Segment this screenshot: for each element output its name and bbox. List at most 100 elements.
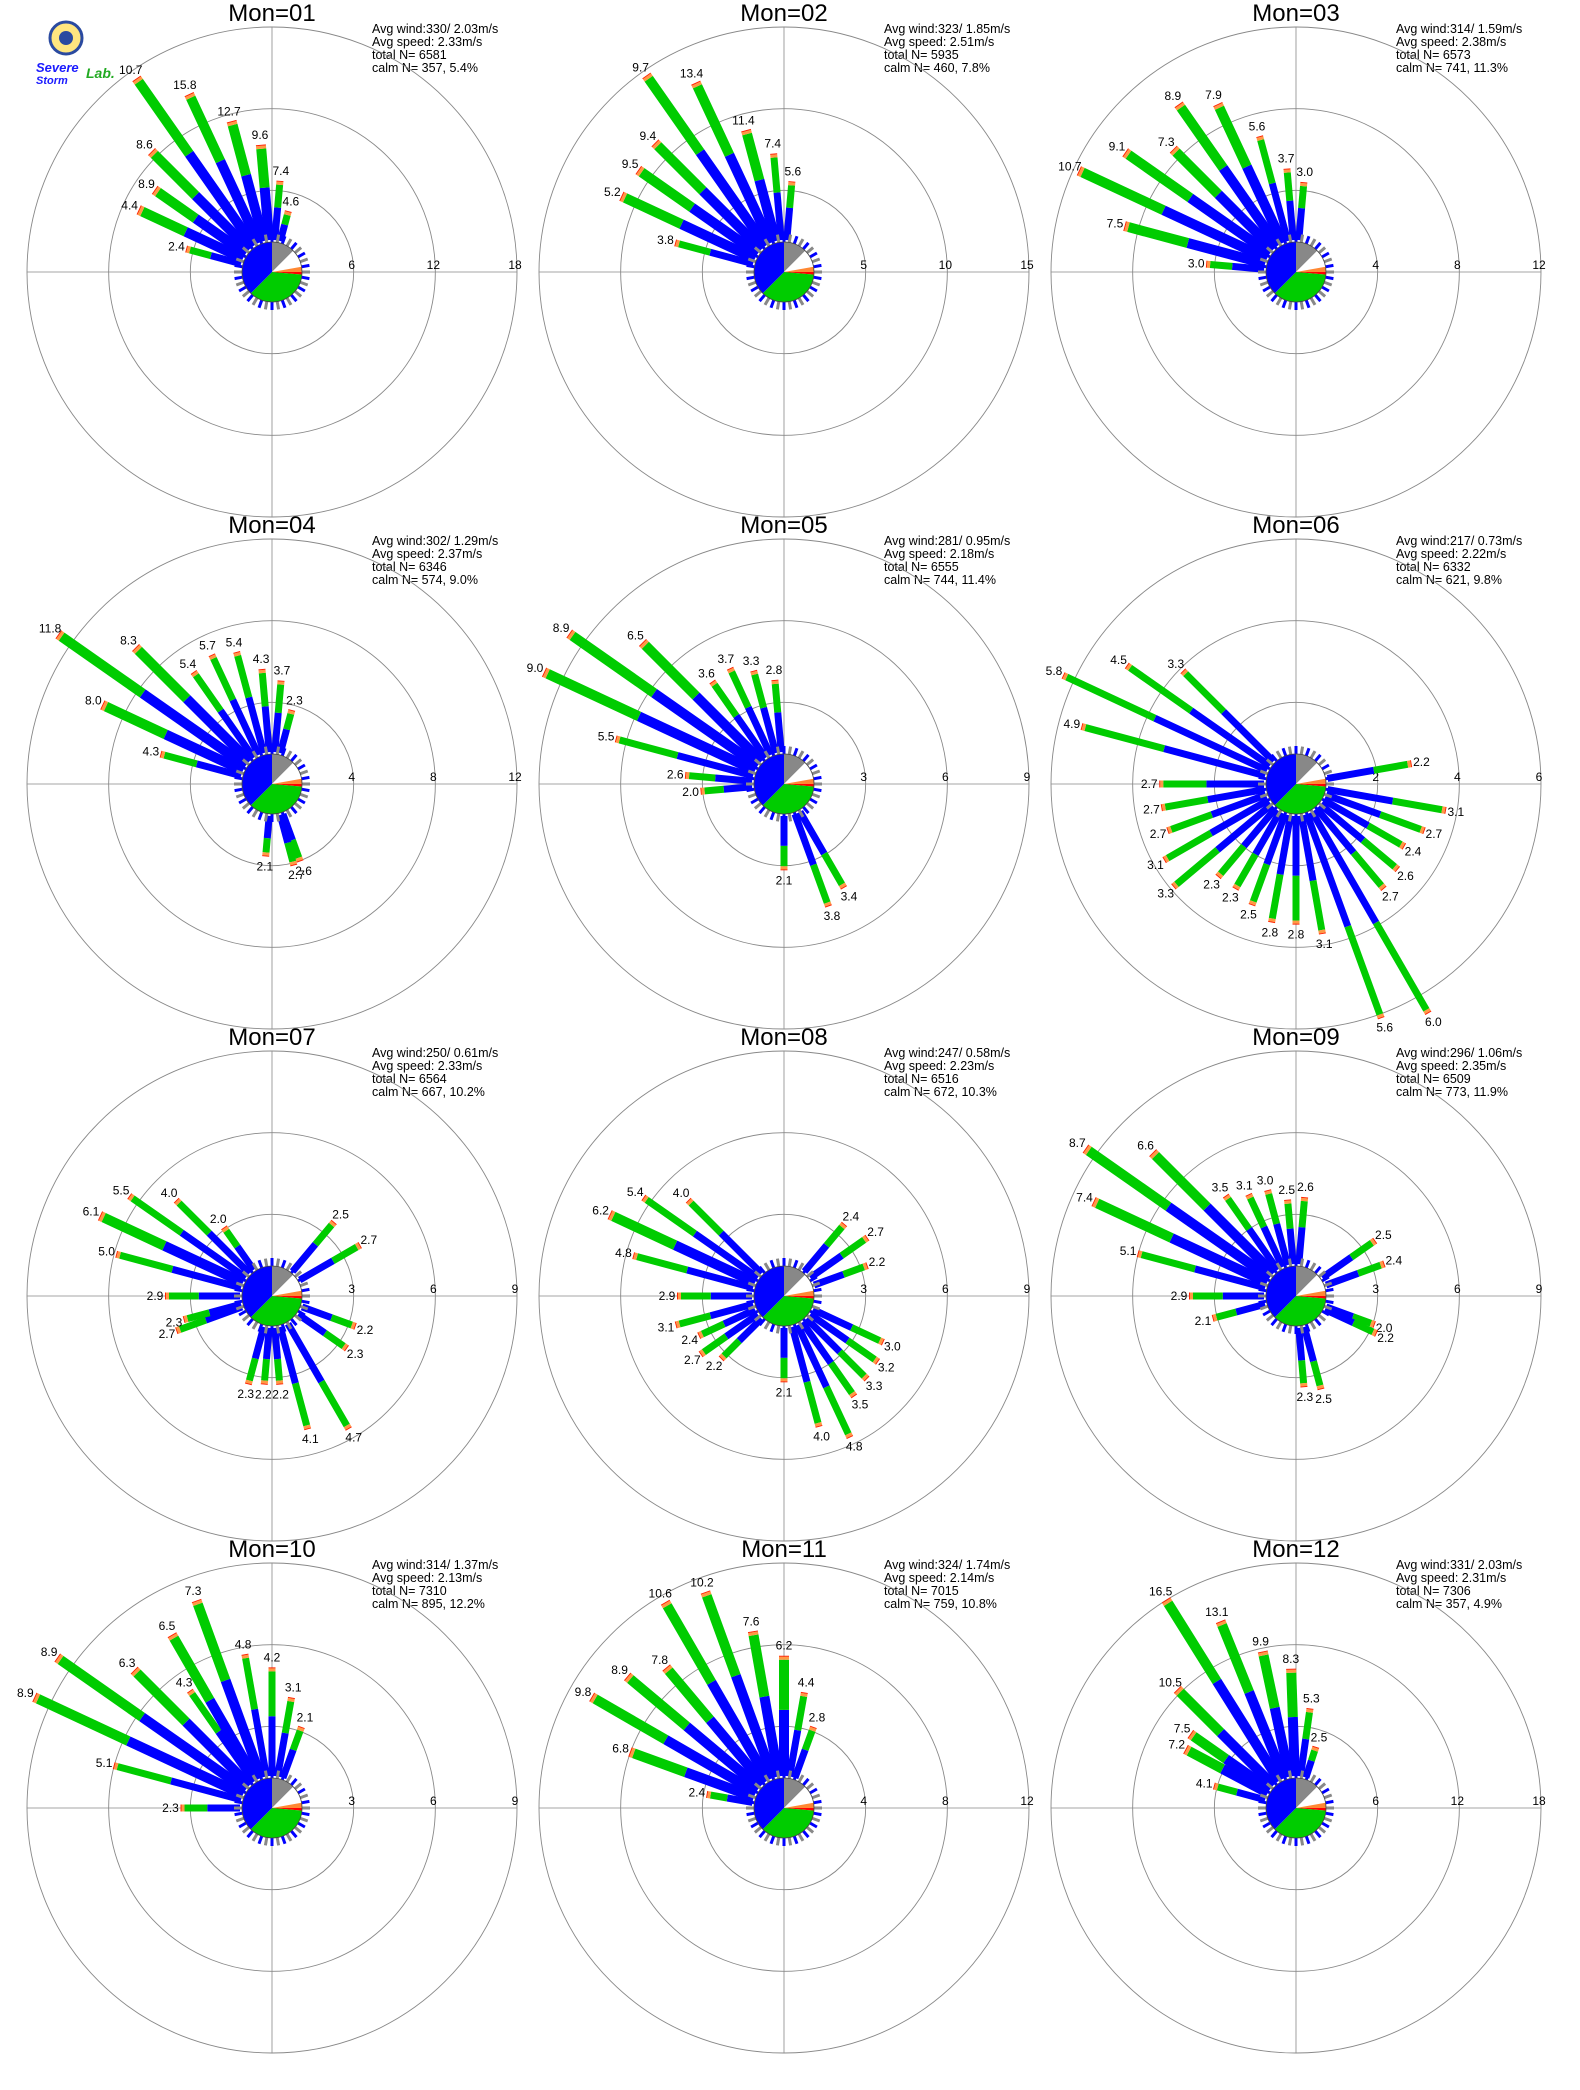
bar-green-segment [828,1360,855,1396]
minor-bar [1275,1833,1283,1842]
calm-pie-blue [242,242,272,294]
stat-line: total N= 6555 [884,560,959,574]
stat-line: Avg speed: 2.35m/s [1396,1059,1506,1073]
minor-bar [1281,1323,1288,1333]
bar-value-label: 5.6 [1376,1021,1393,1035]
bar-value-label: 4.0 [673,1186,690,1200]
minor-bar [1318,246,1327,254]
stat-line: Avg wind:324/ 1.74m/s [884,1558,1010,1572]
stat-line: Avg speed: 2.33m/s [372,35,482,49]
minor-bar [1275,1321,1283,1330]
calm-pie-white [784,1274,814,1296]
calm-pie-white [784,250,814,272]
bar-blue-segment [718,1230,764,1276]
bar-green-segment [1298,1360,1308,1384]
minor-bar [802,1265,810,1274]
bar-green-segment [1356,1261,1382,1277]
minor-bar [1314,1830,1322,1839]
minor-bar [787,746,793,755]
bar-value-label: 2.7 [1150,827,1167,841]
bar-green-segment [258,672,269,707]
minor-bar [263,813,269,822]
bar-green-segment [770,157,781,193]
bar-green-segment [227,123,251,177]
minor-bar [294,1782,303,1790]
grid-ring [538,538,1030,1030]
minor-bar [251,238,259,247]
bar-orange-segment [241,1654,250,1659]
calm-pie-white [784,1786,814,1808]
stat-line: calm N= 672, 10.3% [884,1085,997,1099]
minor-bar [241,758,250,766]
minor-bar [263,746,269,755]
bar-red-segment [127,1193,133,1200]
bar-value-label: 3.3 [1167,657,1184,671]
bar-blue-segment [1217,1729,1277,1789]
minor-bar [802,1777,810,1786]
minor-bar [769,1771,776,1781]
minor-bar [1281,1835,1288,1845]
bar-blue-segment [1161,205,1270,264]
bar-value-label: 9.4 [640,129,657,143]
minor-bar [275,1325,281,1334]
calm-pie-white [272,762,302,784]
bar-green-segment [1373,760,1409,774]
bar-value-label: 8.9 [611,1663,628,1677]
chart-title: Mon=11 [741,1536,827,1563]
bar-value-label: 8.9 [41,1645,58,1659]
minor-bar [297,1275,306,1283]
bar-blue-segment [195,760,242,780]
bar-green-segment [1125,150,1194,203]
bar-orange-segment [132,76,143,85]
minor-bar [758,1777,766,1786]
bar-value-label: 4.4 [121,199,138,213]
calm-pie-blue [1266,754,1296,806]
minor-bar [280,747,287,757]
lab-logo: Severe Storm Lab. [36,20,115,87]
bar-value-label: 11.4 [732,114,755,128]
minor-bar [1270,1318,1278,1327]
calm-pie-white [1296,762,1326,784]
grid-ring [620,620,948,948]
bar-orange-segment [1316,1384,1325,1390]
bar-blue-segment [1276,814,1294,875]
bar-orange-segment [1167,826,1173,834]
grid-ring [26,1050,518,1542]
calm-pie-blue [1265,1266,1296,1318]
bar-blue-segment [1246,1227,1281,1272]
bar-orange-segment [633,1252,638,1261]
bar-value-label: 2.5 [332,1207,349,1221]
bar-blue-segment [811,1306,854,1331]
bar-red-segment [54,1653,61,1663]
bar-value-label: 5.3 [1303,1692,1320,1706]
bar-orange-segment [1419,826,1425,834]
minor-bar [763,297,771,306]
bar-red-segment [173,1197,180,1204]
bar-green-segment [823,1385,852,1436]
bar-value-label: 7.4 [764,137,781,151]
grid-ring [26,1562,518,2054]
bar-value-label: 2.5 [1240,908,1257,922]
calm-pie-orange [272,1290,302,1296]
minor-bar [1287,1325,1293,1334]
bar-orange-segment [1161,803,1166,812]
ring-tick-label: 6 [430,1794,437,1808]
bar-blue-segment [1287,1716,1300,1777]
bar-blue-segment [1169,1233,1270,1288]
bar-value-label: 2.5 [1278,1183,1295,1197]
bar-blue-segment [1207,786,1266,804]
bar-green-segment [1174,847,1220,887]
minor-bar [750,251,759,259]
bar-value-label: 6.8 [612,1742,629,1756]
minor-bar [263,1770,269,1779]
stat-line: total N= 7310 [372,1584,447,1598]
bar-green-segment [1268,873,1284,920]
minor-bar [257,1259,264,1269]
minor-bar [301,1799,310,1805]
minor-bar [1309,1321,1317,1330]
minor-bar [275,234,281,243]
bar-green-segment [1217,843,1247,877]
